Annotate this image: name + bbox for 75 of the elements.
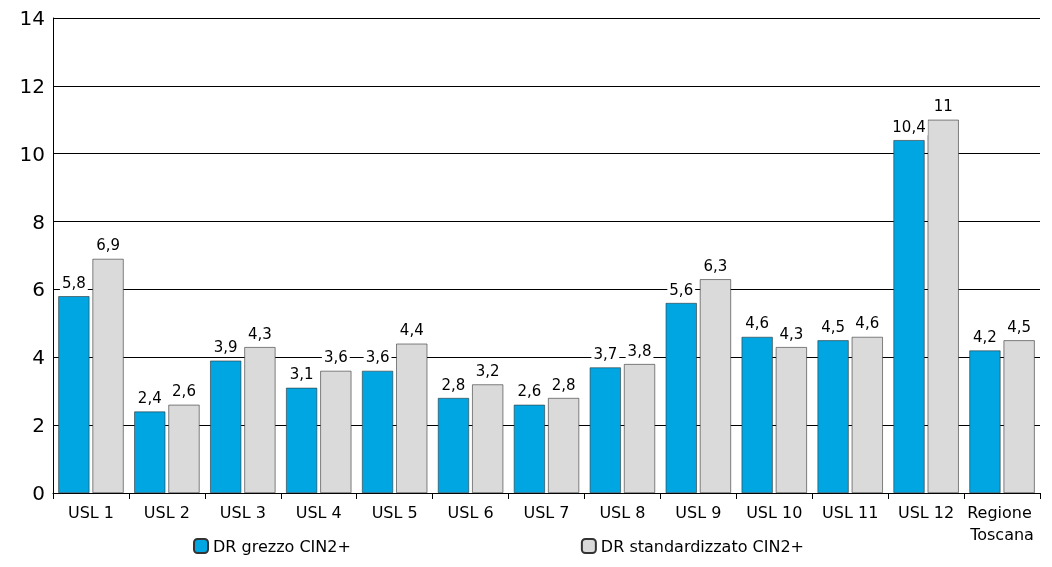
y-tick-label: 2 bbox=[32, 413, 45, 438]
x-tick-label: USL 11 bbox=[822, 502, 879, 522]
bar bbox=[741, 336, 773, 493]
y-tick-label: 10 bbox=[19, 141, 45, 166]
data-label: 3,9 bbox=[213, 338, 238, 357]
data-label: 4,6 bbox=[855, 314, 880, 333]
x-tick-label: USL 5 bbox=[371, 502, 418, 522]
x-tick-label: Regione Toscana bbox=[967, 502, 1037, 544]
bar bbox=[589, 367, 621, 493]
legend-label: DR grezzo CIN2+ bbox=[213, 536, 351, 556]
data-label: 4,5 bbox=[1007, 317, 1032, 336]
x-tick-label: USL 2 bbox=[143, 502, 190, 522]
y-tick-label: 14 bbox=[19, 6, 45, 30]
data-label: 3,6 bbox=[323, 348, 348, 367]
bar bbox=[134, 411, 166, 493]
data-label: 4,5 bbox=[821, 317, 846, 336]
data-label: 4,4 bbox=[399, 321, 424, 340]
data-label: 10,4 bbox=[892, 117, 926, 136]
x-tick-label: USL 9 bbox=[675, 502, 722, 522]
bar bbox=[58, 296, 90, 493]
data-label: 2,8 bbox=[551, 375, 576, 394]
data-label: 11 bbox=[933, 97, 953, 116]
bar bbox=[437, 398, 470, 493]
data-label: 3,7 bbox=[593, 344, 618, 363]
bar bbox=[362, 370, 394, 493]
bar bbox=[1003, 340, 1035, 493]
bar bbox=[817, 340, 849, 493]
data-label: 2,6 bbox=[172, 382, 196, 401]
x-tick-label: USL 1 bbox=[67, 502, 114, 522]
y-tick-label: 8 bbox=[32, 209, 45, 234]
data-label: 3,2 bbox=[475, 361, 500, 380]
bar bbox=[893, 140, 925, 493]
x-tick-label: USL 6 bbox=[447, 502, 494, 522]
data-label: 4,3 bbox=[779, 324, 804, 343]
bar bbox=[548, 398, 580, 493]
bar bbox=[396, 343, 428, 493]
data-label: 4,6 bbox=[745, 314, 770, 333]
x-tick-label: USL 7 bbox=[523, 502, 570, 522]
x-tick-label: USL 10 bbox=[746, 502, 803, 522]
bar bbox=[320, 370, 352, 493]
data-label: 3,8 bbox=[627, 341, 652, 360]
bar bbox=[244, 347, 276, 493]
data-label: 3,1 bbox=[289, 365, 314, 384]
data-label: 6,9 bbox=[96, 236, 120, 255]
data-label: 2,8 bbox=[441, 375, 466, 394]
legend-label: DR standardizzato CIN2+ bbox=[600, 536, 805, 556]
x-tick-label: USL 8 bbox=[599, 502, 646, 522]
data-label: 3,6 bbox=[365, 348, 390, 367]
bar bbox=[513, 404, 545, 493]
bar bbox=[851, 336, 883, 493]
data-label: 4,2 bbox=[973, 328, 997, 346]
bar bbox=[969, 350, 1001, 493]
bar bbox=[775, 347, 807, 493]
bar bbox=[623, 364, 656, 493]
bar bbox=[472, 384, 504, 493]
data-label: 5,8 bbox=[61, 273, 86, 292]
y-tick-label: 0 bbox=[32, 481, 45, 505]
bar bbox=[92, 258, 124, 493]
x-tick-label: USL 12 bbox=[898, 502, 955, 522]
data-label: 2,4 bbox=[137, 389, 162, 408]
y-tick-label: 12 bbox=[19, 73, 45, 98]
data-label: 4,3 bbox=[247, 324, 272, 343]
data-label: 2,6 bbox=[517, 382, 542, 401]
x-tick-label: USL 3 bbox=[219, 502, 266, 522]
x-tick-label: USL 4 bbox=[295, 502, 342, 522]
data-label: 5,6 bbox=[669, 280, 694, 299]
bar bbox=[168, 404, 200, 493]
y-tick-label: 6 bbox=[32, 277, 45, 302]
bar bbox=[699, 279, 731, 493]
bar bbox=[210, 360, 242, 493]
bar bbox=[927, 119, 959, 493]
bar bbox=[286, 387, 318, 493]
y-tick-label: 4 bbox=[32, 345, 45, 370]
data-label: 6,3 bbox=[703, 256, 728, 275]
bar bbox=[665, 303, 697, 493]
